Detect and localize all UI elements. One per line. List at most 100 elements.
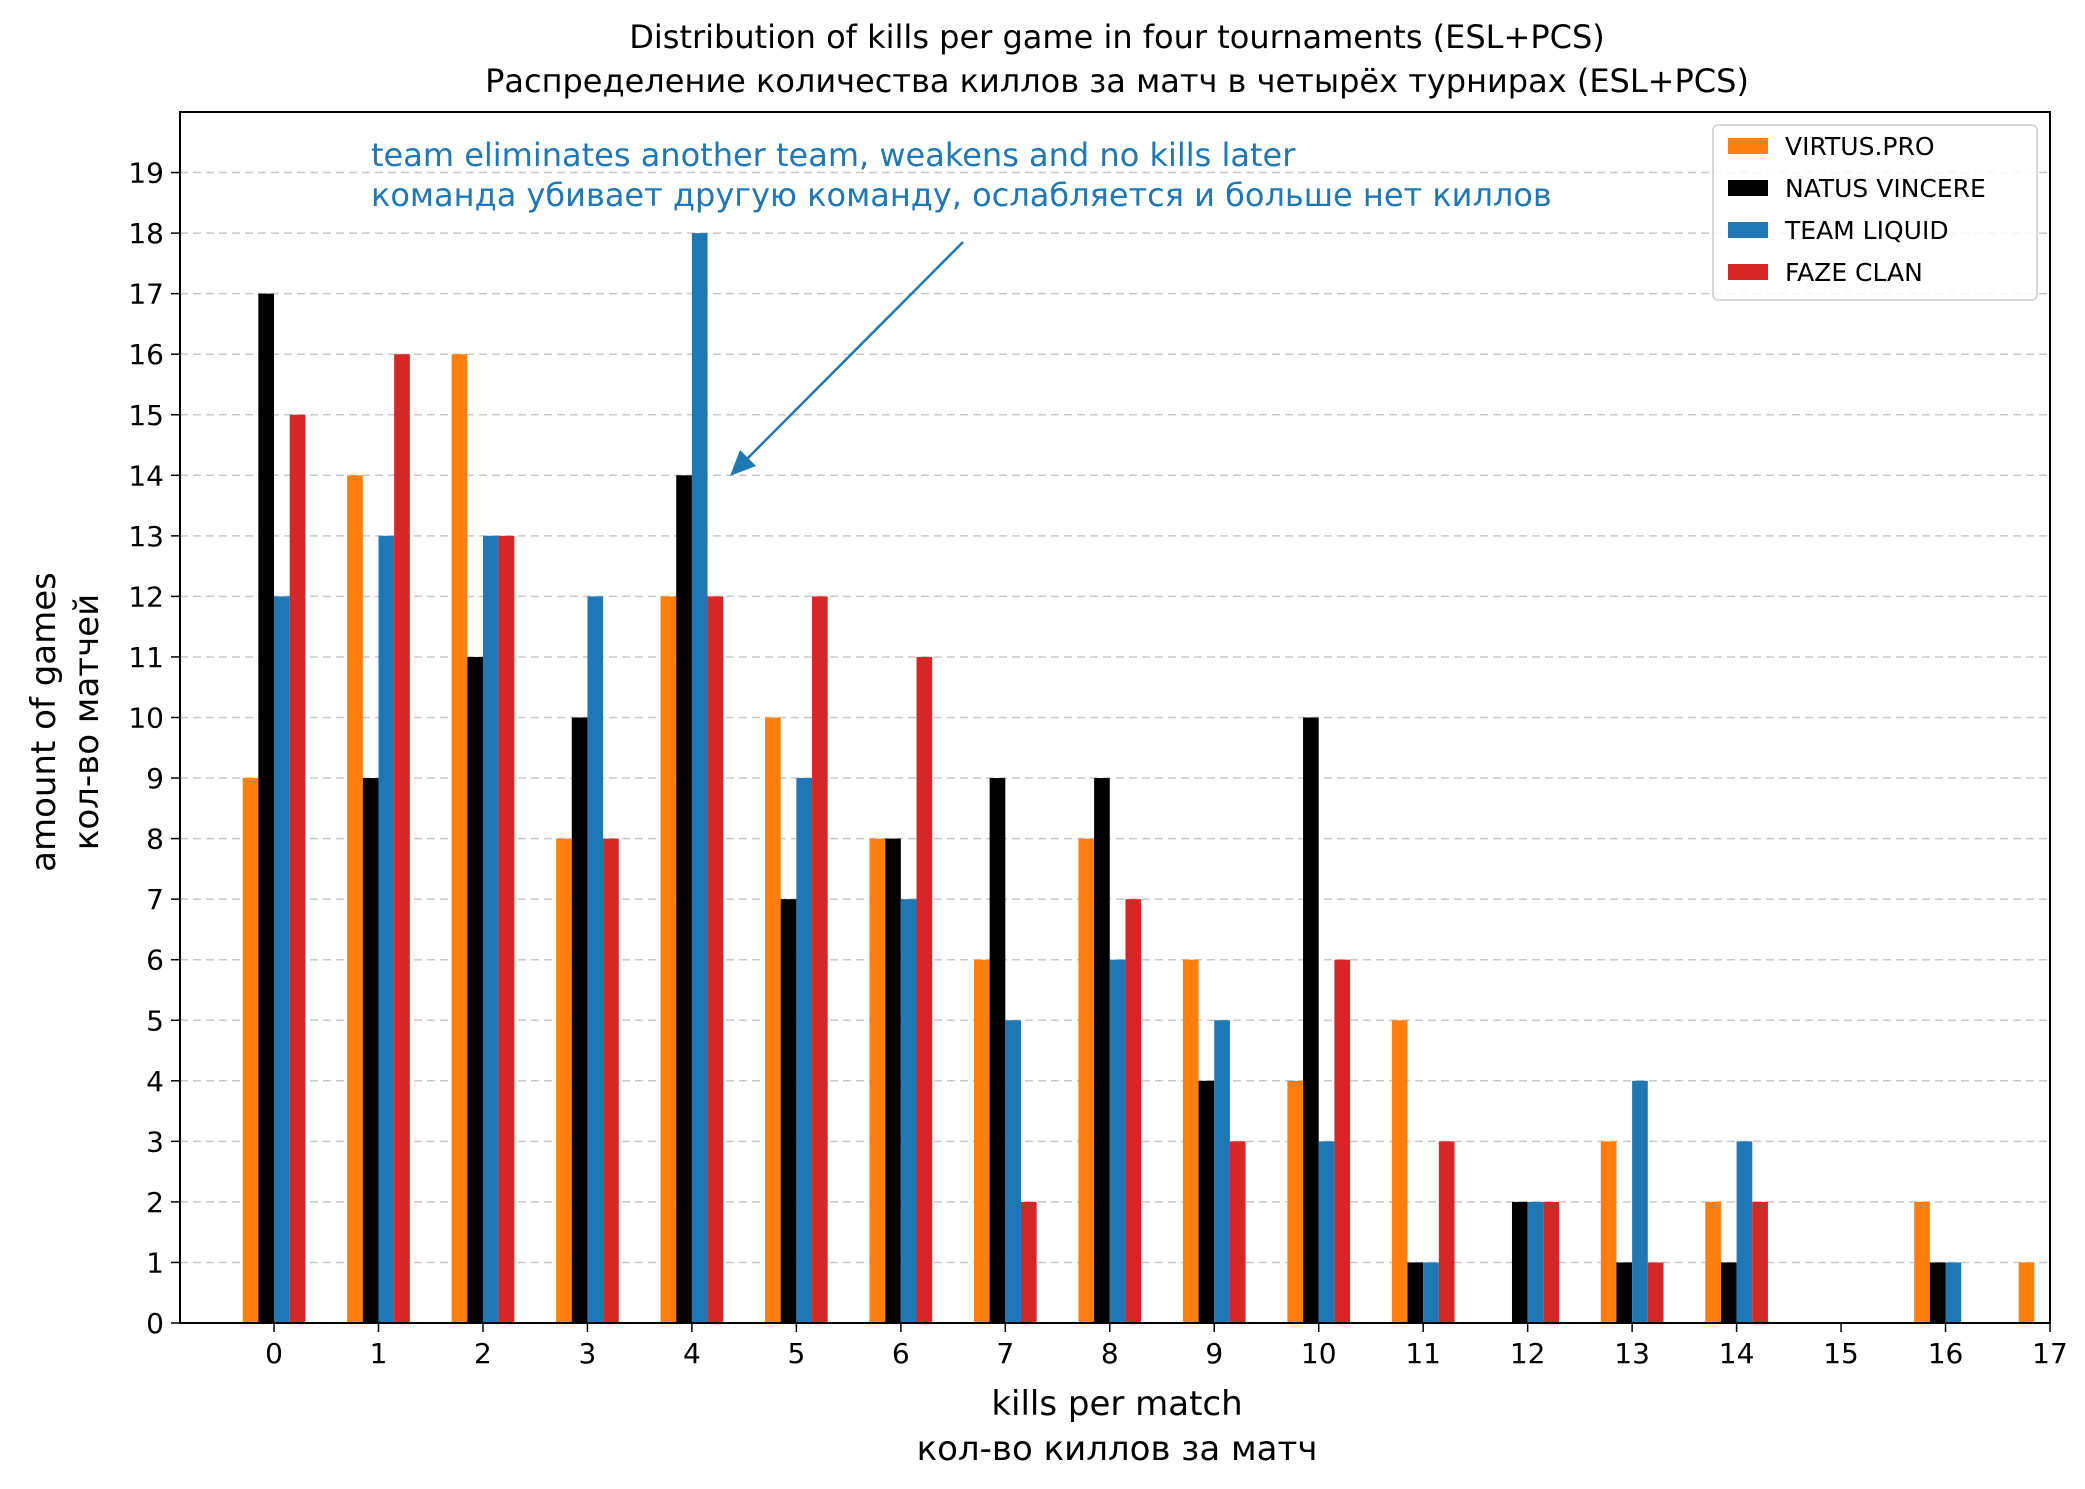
annotation-arrow-shaft	[741, 241, 964, 465]
chart-subtitle: Распределение количества киллов за матч …	[485, 62, 1749, 100]
x-tick-label: 5	[787, 1337, 805, 1370]
bar-team-liquid	[796, 778, 813, 1323]
x-tick-label: 2	[474, 1337, 492, 1370]
y-tick-label: 1	[146, 1246, 164, 1279]
bar-virtus-pro	[1287, 1080, 1304, 1323]
chart-title: Distribution of kills per game in four t…	[629, 18, 1605, 56]
y-tick-label: 15	[128, 399, 164, 432]
bar-virtus-pro	[2018, 1262, 2035, 1323]
legend-entry-faze-clan: FAZE CLAN	[1728, 258, 1923, 287]
legend-label-natus-vincere: NATUS VINCERE	[1785, 174, 1986, 203]
y-tick-label: 12	[128, 580, 164, 613]
bar-natus-vincere	[1616, 1262, 1633, 1323]
bar-faze-clan	[603, 838, 619, 1323]
bar-team-liquid	[274, 596, 290, 1323]
bar-natus-vincere	[1094, 778, 1110, 1323]
bar-faze-clan	[812, 596, 828, 1323]
y-tick-label: 13	[128, 520, 164, 553]
y-tick-label: 7	[146, 883, 164, 916]
bar-team-liquid	[1423, 1262, 1439, 1323]
legend-label-faze-clan: FAZE CLAN	[1785, 258, 1923, 287]
y-tick-label: 0	[146, 1307, 164, 1340]
x-tick-label: 17	[2032, 1337, 2068, 1370]
bar-virtus-pro	[869, 838, 886, 1323]
bar-virtus-pro	[1914, 1201, 1930, 1323]
bar-virtus-pro	[1600, 1141, 1617, 1323]
annotation-arrow-head	[730, 450, 756, 476]
legend-label-team-liquid: TEAM LIQUID	[1784, 216, 1949, 245]
bar-natus-vincere	[1511, 1201, 1528, 1323]
y-tick-label: 16	[128, 338, 164, 371]
bar-natus-vincere	[1720, 1262, 1737, 1323]
x-tick-label: 15	[1823, 1337, 1859, 1370]
y-axis-label-secondary: кол-во матчей	[67, 594, 107, 850]
x-tick-label: 9	[1205, 1337, 1223, 1370]
bar-faze-clan	[1020, 1201, 1037, 1323]
bar-virtus-pro	[660, 596, 677, 1323]
legend-entry-virtus-pro: VIRTUS.PRO	[1728, 132, 1935, 161]
bars	[242, 233, 2035, 1324]
legend-entry-team-liquid: TEAM LIQUID	[1728, 216, 1949, 245]
annotation-text-line1: team eliminates another team, weakens an…	[371, 136, 1296, 174]
y-tick-label: 8	[146, 823, 164, 856]
bar-virtus-pro	[765, 717, 781, 1323]
x-tick-label: 14	[1719, 1337, 1755, 1370]
legend-swatch-virtus-pro	[1728, 138, 1768, 154]
bar-faze-clan	[1752, 1201, 1768, 1323]
bar-team-liquid	[1005, 1020, 1021, 1323]
x-tick-label: 8	[1101, 1337, 1119, 1370]
bar-natus-vincere	[676, 475, 692, 1323]
bar-faze-clan	[289, 414, 306, 1323]
bar-faze-clan	[1334, 959, 1351, 1323]
bar-virtus-pro	[242, 778, 259, 1323]
x-axis-label-secondary: кол-во киллов за матч	[917, 1429, 1318, 1469]
x-tick-label: 10	[1301, 1337, 1337, 1370]
bar-faze-clan	[707, 596, 724, 1323]
bar-virtus-pro	[556, 838, 572, 1323]
bar-virtus-pro	[451, 354, 468, 1323]
bar-virtus-pro	[1391, 1020, 1408, 1323]
y-tick-label: 18	[128, 217, 164, 250]
bar-team-liquid	[1109, 959, 1126, 1323]
y-tick-label: 4	[146, 1065, 164, 1098]
legend-label-virtus-pro: VIRTUS.PRO	[1785, 132, 1935, 161]
x-tick-label: 11	[1405, 1337, 1441, 1370]
x-tick-label: 3	[579, 1337, 597, 1370]
bar-virtus-pro	[1078, 838, 1095, 1323]
bar-team-liquid	[482, 535, 499, 1323]
bar-virtus-pro	[347, 475, 363, 1323]
bar-natus-vincere	[1407, 1262, 1424, 1323]
legend-swatch-natus-vincere	[1728, 180, 1768, 196]
x-tick-label: 4	[683, 1337, 701, 1370]
legend-swatch-team-liquid	[1728, 222, 1768, 238]
bar-team-liquid	[378, 535, 395, 1323]
x-axis-label: kills per match	[991, 1384, 1242, 1424]
bar-team-liquid	[1945, 1262, 1962, 1323]
bar-natus-vincere	[780, 899, 797, 1323]
bar-natus-vincere	[989, 778, 1006, 1323]
y-tick-label: 6	[146, 944, 164, 977]
x-tick-label: 1	[370, 1337, 388, 1370]
bar-faze-clan	[498, 535, 515, 1323]
x-tick-label: 16	[1928, 1337, 1964, 1370]
bar-team-liquid	[1318, 1141, 1335, 1323]
bar-faze-clan	[1647, 1262, 1664, 1323]
x-tick-label: 12	[1510, 1337, 1546, 1370]
bar-natus-vincere	[885, 838, 901, 1323]
y-tick-label: 17	[128, 278, 164, 311]
bar-virtus-pro	[973, 959, 990, 1323]
legend: VIRTUS.PRO NATUS VINCERE TEAM LIQUID FAZ…	[1712, 124, 2038, 301]
bar-team-liquid	[1632, 1080, 1648, 1323]
bar-team-liquid	[1736, 1141, 1753, 1323]
bar-faze-clan	[916, 656, 933, 1323]
y-tick-label: 5	[146, 1004, 164, 1037]
bar-natus-vincere	[571, 717, 588, 1323]
annotation: team eliminates another team, weakens an…	[371, 136, 1552, 476]
bar-faze-clan	[1229, 1141, 1246, 1323]
bar-faze-clan	[1438, 1141, 1455, 1323]
x-tick-label: 13	[1614, 1337, 1650, 1370]
bar-natus-vincere	[362, 778, 379, 1323]
y-axis-label: amount of games	[24, 572, 64, 872]
